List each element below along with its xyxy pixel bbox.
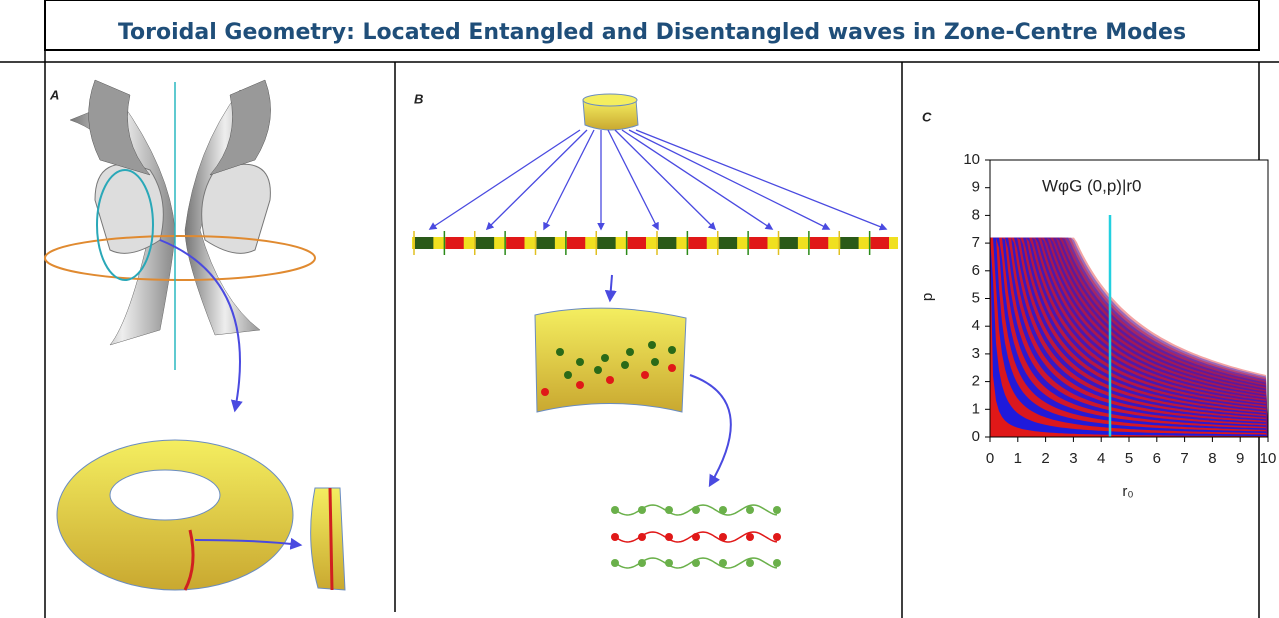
dot — [692, 533, 700, 541]
arrow — [622, 130, 772, 229]
dot — [621, 361, 629, 369]
dot — [692, 559, 700, 567]
x-tick-label: 9 — [1236, 450, 1244, 467]
strip-segment — [537, 237, 555, 249]
strip-segment — [506, 237, 524, 249]
dot — [746, 533, 754, 541]
y-tick-label: 6 — [972, 262, 980, 279]
arrow — [636, 130, 886, 229]
panel-label: A — [49, 87, 59, 102]
dot — [641, 371, 649, 379]
y-tick-label: 0 — [972, 428, 980, 445]
y-label: p — [919, 293, 936, 301]
y-tick-label: 10 — [963, 151, 980, 168]
slide: Toroidal Geometry: Located Entangled and… — [0, 0, 1279, 618]
y-tick-label: 1 — [972, 400, 980, 417]
arrow — [615, 130, 715, 229]
x-tick-label: 3 — [1069, 450, 1077, 467]
x-tick-label: 5 — [1125, 450, 1133, 467]
strip-segment — [719, 237, 737, 249]
dot — [564, 371, 572, 379]
fan-illustration — [412, 94, 898, 568]
dot — [668, 346, 676, 354]
x-tick-label: 4 — [1097, 450, 1105, 467]
dot — [611, 506, 619, 514]
arrow — [544, 130, 594, 229]
x-tick-label: 10 — [1260, 450, 1277, 467]
dot — [541, 388, 549, 396]
dot — [626, 348, 634, 356]
dot — [648, 341, 656, 349]
strip-segment — [871, 237, 889, 249]
dot — [668, 364, 676, 372]
dot — [594, 366, 602, 374]
strip-segment — [688, 237, 706, 249]
heatmap — [990, 160, 1268, 437]
arrow — [430, 130, 580, 229]
y-tick-label: 2 — [972, 373, 980, 390]
dot — [692, 506, 700, 514]
dot — [773, 533, 781, 541]
strip-segment — [749, 237, 767, 249]
x-tick-label: 2 — [1041, 450, 1049, 467]
y-tick-label: 7 — [972, 234, 980, 251]
dot — [576, 358, 584, 366]
dot — [773, 559, 781, 567]
dot — [719, 533, 727, 541]
dot — [651, 358, 659, 366]
dot — [611, 559, 619, 567]
y-tick-label: 8 — [972, 206, 980, 223]
panel-label: B — [414, 91, 423, 106]
torus-illustration — [57, 440, 345, 590]
strip-segment — [658, 237, 676, 249]
panel-label: C — [922, 109, 932, 124]
page: Toroidal Geometry: Located Entangled and… — [0, 0, 1279, 618]
strip-segment — [780, 237, 798, 249]
dot — [665, 533, 673, 541]
dot — [606, 376, 614, 384]
strip-segment — [810, 237, 828, 249]
dot — [638, 533, 646, 541]
x-tick-label: 1 — [1014, 450, 1022, 467]
dot — [611, 533, 619, 541]
strip-segment — [476, 237, 494, 249]
dot — [746, 506, 754, 514]
y-tick-label: 5 — [972, 289, 980, 306]
strip-segment — [628, 237, 646, 249]
x-tick-label: 8 — [1208, 450, 1216, 467]
dot — [719, 559, 727, 567]
dot — [665, 506, 673, 514]
dot — [719, 506, 727, 514]
dot — [665, 559, 673, 567]
dot — [601, 354, 609, 362]
annotation: WφG (0,p)|r0 — [1042, 176, 1142, 195]
x-tick-label: 7 — [1180, 450, 1188, 467]
arrow — [608, 130, 658, 229]
strip-segment — [597, 237, 615, 249]
dot — [556, 348, 564, 356]
y-tick-label: 9 — [972, 179, 980, 196]
dot — [638, 559, 646, 567]
dot — [576, 381, 584, 389]
arrow — [629, 130, 829, 229]
y-tick-label: 4 — [972, 317, 980, 334]
strip-segment — [840, 237, 858, 249]
dot — [638, 506, 646, 514]
x-label: r₀ — [1122, 483, 1133, 500]
dot — [746, 559, 754, 567]
x-tick-label: 0 — [986, 450, 994, 467]
strip-segment — [445, 237, 463, 249]
funnel-illustration — [45, 80, 315, 410]
arrow — [487, 130, 587, 229]
title: Toroidal Geometry: Located Entangled and… — [118, 20, 1186, 45]
y-tick-label: 3 — [972, 345, 980, 362]
strip-segment — [415, 237, 433, 249]
x-tick-label: 6 — [1153, 450, 1161, 467]
dot — [773, 506, 781, 514]
strip-segment — [567, 237, 585, 249]
